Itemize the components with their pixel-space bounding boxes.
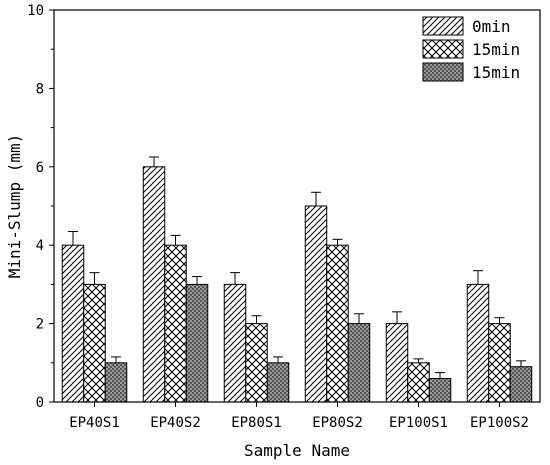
legend-label: 0min	[472, 17, 511, 36]
bar-ep40s2-s2	[185, 283, 209, 403]
bar-ep80s2-s1	[326, 244, 349, 403]
bar-ep100s2-s0	[466, 283, 490, 403]
y-tick-label: 0	[36, 395, 44, 411]
x-axis-title: Sample Name	[244, 441, 350, 460]
y-tick-label: 8	[36, 81, 44, 97]
x-tick-label: EP100S2	[470, 415, 529, 431]
y-axis-title: Mini-Slump (mm)	[5, 134, 24, 279]
bar-ep40s1-s1	[83, 283, 106, 403]
bar-ep80s1-s0	[223, 283, 247, 403]
y-tick-label: 2	[36, 317, 44, 333]
y-tick-label: 6	[36, 160, 44, 176]
bar-ep100s1-s1	[407, 362, 430, 403]
bar-ep40s2-s0	[142, 166, 166, 403]
y-axis: 0 2 4 6 8 10	[27, 3, 54, 411]
bar-ep100s2-s2	[509, 366, 533, 403]
legend-swatch	[422, 62, 464, 82]
bar-ep100s1-s0	[385, 323, 409, 403]
bar-ep40s1-s2	[104, 362, 128, 403]
legend-swatch	[422, 16, 464, 36]
legend-label: 15min	[472, 40, 520, 59]
bar-ep80s2-s0	[304, 205, 328, 403]
x-tick-label: EP80S2	[312, 415, 363, 431]
y-tick-label: 4	[36, 238, 44, 254]
x-tick-label: EP40S1	[69, 415, 120, 431]
bar-ep80s1-s2	[266, 362, 290, 403]
legend-swatch	[422, 39, 464, 59]
x-tick-label: EP80S1	[231, 415, 282, 431]
bar-ep80s2-s2	[347, 323, 371, 403]
bar-ep40s1-s0	[61, 244, 85, 403]
bar-ep100s2-s1	[488, 323, 511, 403]
bar-ep80s1-s1	[245, 323, 268, 403]
x-tick-label: EP40S2	[150, 415, 201, 431]
legend: 0min 15min 15min	[422, 16, 520, 82]
x-axis: EP40S1 EP40S2 EP80S1 EP80S2 EP100S1 EP100S2	[69, 402, 529, 431]
bar-ep40s2-s1	[164, 244, 187, 403]
y-tick-label: 10	[27, 3, 44, 19]
plot-area	[61, 156, 533, 403]
legend-label: 15min	[472, 63, 520, 82]
x-tick-label: EP100S1	[389, 415, 448, 431]
bar-ep100s1-s2	[428, 377, 452, 403]
